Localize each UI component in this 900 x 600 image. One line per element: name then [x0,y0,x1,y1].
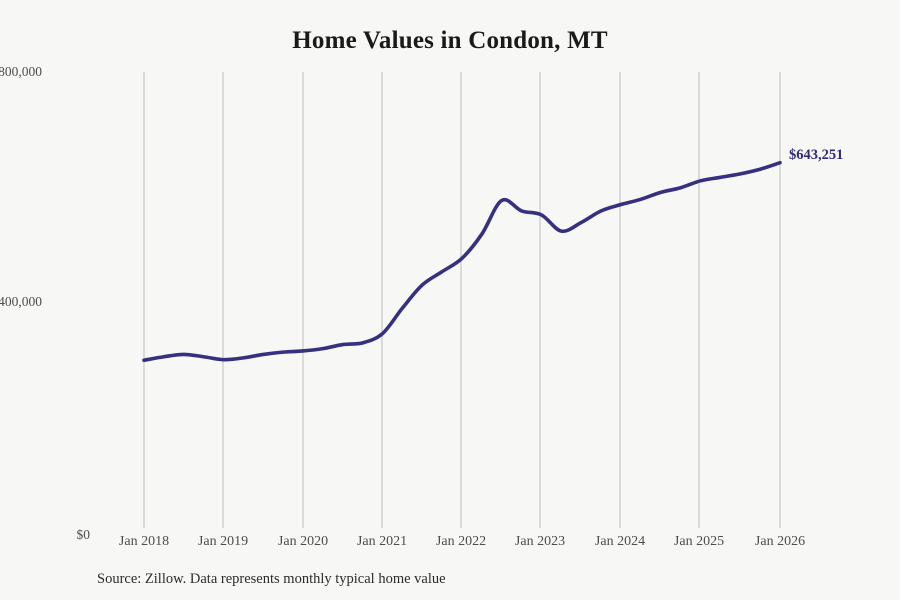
x-axis-tick-label: Jan 2026 [754,534,806,549]
x-axis-tick-label: Jan 2021 [356,534,408,549]
x-axis-tick-label: Jan 2020 [277,534,329,549]
x-axis-tick-label: Jan 2022 [435,534,487,549]
y-axis-tick-label: $800,000 [0,64,42,79]
x-axis-tick-label: Jan 2023 [514,534,566,549]
x-axis-tick-label: Jan 2019 [197,534,249,549]
y-axis-tick-label: $400,000 [0,294,42,309]
source-note: Source: Zillow. Data represents monthly … [97,571,446,587]
y-axis-tick-label: $0 [76,527,91,542]
chart-title: Home Values in Condon, MT [292,27,608,54]
x-axis-tick-label: Jan 2018 [118,534,170,549]
gridlines [143,72,781,528]
x-axis-tick-label: Jan 2024 [594,534,646,549]
home-value-line [142,160,782,363]
x-axis-tick-label: Jan 2025 [673,534,725,549]
end-value-annotation: $643,251 [789,147,844,163]
